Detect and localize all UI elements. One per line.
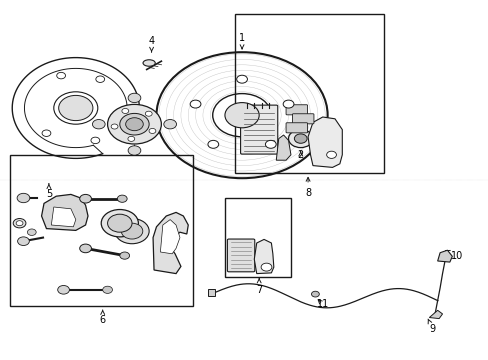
Text: 3: 3: [131, 145, 137, 158]
Circle shape: [128, 93, 141, 103]
Polygon shape: [437, 250, 451, 262]
Circle shape: [128, 136, 135, 141]
Circle shape: [17, 193, 30, 203]
Circle shape: [107, 214, 132, 232]
Polygon shape: [153, 212, 188, 274]
Circle shape: [122, 108, 128, 113]
Circle shape: [121, 223, 142, 239]
Circle shape: [120, 252, 129, 259]
FancyBboxPatch shape: [227, 239, 254, 272]
Polygon shape: [254, 239, 273, 274]
Circle shape: [58, 285, 69, 294]
Circle shape: [18, 237, 29, 246]
Circle shape: [236, 75, 247, 83]
Circle shape: [16, 221, 23, 226]
Text: 6: 6: [100, 310, 105, 325]
Circle shape: [80, 244, 91, 253]
Circle shape: [265, 140, 276, 148]
Circle shape: [101, 210, 138, 237]
Circle shape: [120, 113, 149, 135]
Circle shape: [57, 72, 65, 79]
Circle shape: [91, 137, 100, 144]
Circle shape: [102, 286, 112, 293]
Circle shape: [283, 100, 293, 108]
Bar: [234, 14, 383, 173]
Circle shape: [224, 103, 259, 128]
Text: 8: 8: [305, 177, 310, 198]
Circle shape: [92, 120, 105, 129]
Circle shape: [80, 194, 91, 203]
Polygon shape: [307, 117, 342, 167]
Circle shape: [128, 146, 141, 155]
Polygon shape: [276, 135, 290, 160]
Text: 10: 10: [445, 251, 463, 261]
Circle shape: [311, 291, 319, 297]
Circle shape: [13, 219, 26, 228]
Circle shape: [288, 130, 312, 148]
Circle shape: [42, 130, 51, 136]
Text: 1: 1: [239, 33, 244, 49]
FancyBboxPatch shape: [240, 105, 277, 154]
Circle shape: [207, 140, 218, 148]
Bar: [224, 198, 290, 277]
Circle shape: [145, 111, 152, 116]
Circle shape: [149, 129, 156, 134]
Polygon shape: [41, 194, 88, 230]
Polygon shape: [160, 220, 180, 254]
Circle shape: [326, 151, 336, 158]
Circle shape: [115, 219, 149, 244]
Circle shape: [27, 229, 36, 235]
Circle shape: [96, 76, 104, 82]
Circle shape: [163, 120, 176, 129]
Text: 2: 2: [297, 150, 303, 160]
Polygon shape: [428, 310, 442, 319]
Circle shape: [54, 92, 98, 124]
Circle shape: [294, 134, 306, 143]
Polygon shape: [207, 289, 215, 296]
Circle shape: [59, 95, 93, 121]
FancyBboxPatch shape: [292, 114, 313, 124]
Circle shape: [111, 124, 118, 129]
Text: 4: 4: [148, 36, 154, 52]
Text: 7: 7: [256, 279, 262, 295]
Bar: [10, 155, 193, 306]
Circle shape: [107, 104, 161, 144]
Circle shape: [117, 195, 127, 202]
Text: 9: 9: [427, 319, 435, 334]
FancyBboxPatch shape: [285, 123, 307, 133]
Polygon shape: [51, 207, 76, 227]
FancyBboxPatch shape: [285, 105, 307, 115]
Circle shape: [261, 263, 271, 271]
Circle shape: [125, 118, 143, 131]
Circle shape: [190, 100, 201, 108]
Ellipse shape: [142, 60, 155, 66]
Text: 11: 11: [316, 299, 328, 309]
Text: 5: 5: [46, 184, 52, 199]
